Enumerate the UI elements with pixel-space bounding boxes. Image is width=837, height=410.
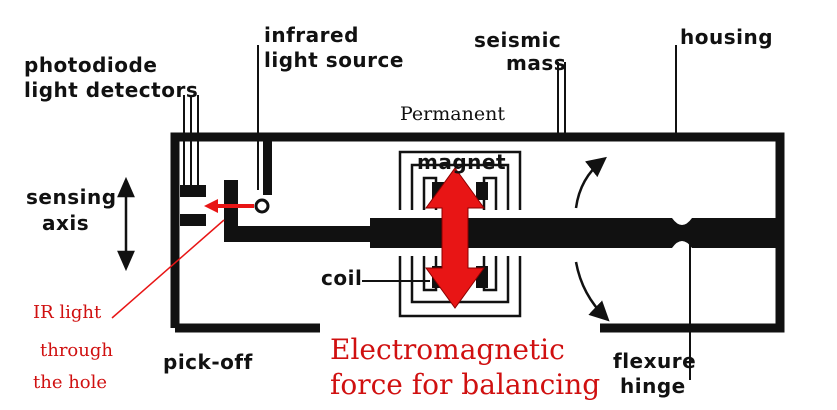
infrared-label-line2: light source <box>264 48 404 72</box>
ir-beam-arrow <box>204 199 254 213</box>
rotation-arrow-top <box>574 156 607 209</box>
infrared-label-line1: infrared <box>264 23 359 47</box>
flexure-label-line1: flexure <box>613 349 697 373</box>
flexure-label-line2: hinge <box>620 374 686 398</box>
housing-label: housing <box>680 25 774 49</box>
sensing-label-line2: axis <box>42 211 90 235</box>
rotation-arrow-bottom <box>574 261 610 322</box>
coil-label: coil <box>321 266 363 290</box>
permanent-label: Permanent <box>400 103 505 125</box>
seismic-label-line1: seismic <box>474 28 562 52</box>
magnet-label: magnet <box>417 150 507 174</box>
leader-lines <box>183 45 677 190</box>
ir-annotation-line1: IR light <box>33 302 102 323</box>
photodiode-detectors <box>180 180 238 226</box>
pickoff-label: pick-off <box>163 350 253 374</box>
photodiode-label-line1: photodiode <box>24 53 158 77</box>
infrared-source <box>254 140 272 214</box>
sensing-axis-arrow <box>117 176 135 272</box>
ir-annotation-leader <box>111 219 225 319</box>
seismic-label-line2: mass <box>506 51 567 75</box>
electromagnetic-force-arrow <box>425 167 485 309</box>
housing-frame <box>170 132 785 333</box>
photodiode-label-line2: light detectors <box>24 78 199 102</box>
em-annotation-line2: force for balancing <box>330 368 601 401</box>
ir-annotation-line2: through <box>40 340 113 361</box>
ir-annotation-line3: the hole <box>33 372 108 393</box>
em-annotation-line1: Electromagnetic <box>330 333 565 366</box>
seismic-mass-beam <box>224 198 780 248</box>
sensing-label-line1: sensing <box>26 185 117 209</box>
